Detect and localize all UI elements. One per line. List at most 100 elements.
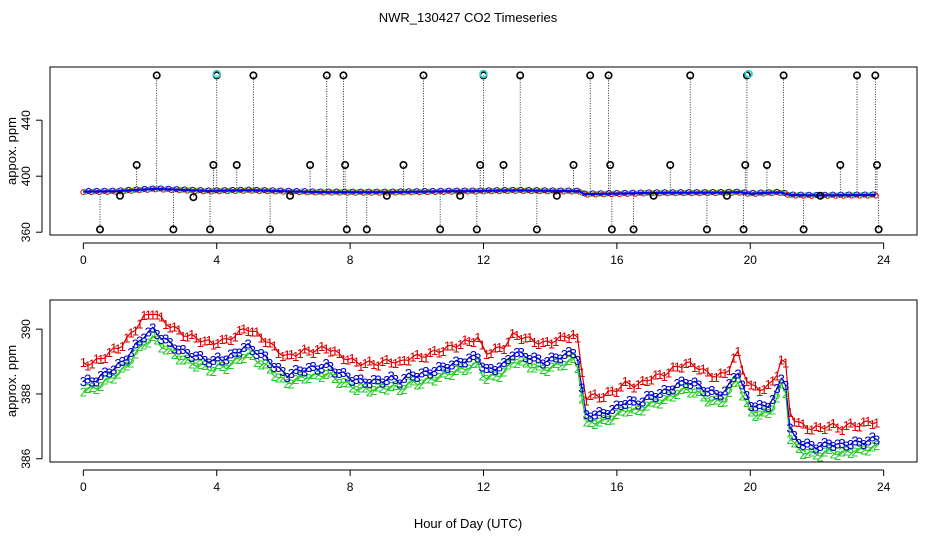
series-3-point: 3: [721, 384, 728, 399]
series-2-point: 2: [574, 361, 581, 376]
series-2-point: 2: [817, 449, 824, 464]
spike-point: [232, 161, 241, 170]
series-1-point: 1: [713, 370, 720, 385]
series-2-point: 2: [457, 360, 464, 375]
series-3-point: 3: [483, 361, 490, 376]
series-2-point: 2: [812, 447, 819, 462]
series-3-point: 3: [249, 343, 256, 358]
series-2-point: 2: [327, 366, 334, 381]
spike-point: [816, 191, 825, 200]
series-3-point: 3: [479, 359, 486, 374]
series-3-point: 3: [440, 359, 447, 374]
series-2-point: 2: [440, 366, 447, 381]
series-3-point: 3: [622, 397, 629, 412]
series-1-point: 1: [596, 391, 603, 406]
series-1-point: 1: [487, 346, 494, 361]
series-3-point: 3: [444, 361, 451, 376]
series-3-point: 3: [656, 386, 663, 401]
series-3-point: 3: [396, 376, 403, 391]
series-2-point: 2: [136, 339, 143, 354]
spike-point: [436, 225, 445, 234]
series-3-point: 3: [127, 345, 134, 360]
series-2-point: 2: [249, 348, 256, 363]
series-1-point: 1: [97, 352, 104, 367]
series-1-point: 1: [422, 350, 429, 365]
series-3-point: 3: [353, 372, 360, 387]
series-1-point: 1: [401, 353, 408, 368]
series-3-point: 3: [344, 370, 351, 385]
series-1-point: 1: [665, 365, 672, 380]
series-3-point: 3: [804, 435, 811, 450]
series-3-point: 3: [348, 374, 355, 389]
series-2-point: 2: [80, 385, 87, 400]
series-2-point: 2: [661, 392, 668, 407]
series-2-point: 2: [570, 351, 577, 366]
series-3-point: 3: [500, 355, 507, 370]
series-1-point: 1: [114, 342, 121, 357]
series-1-point: 1: [149, 307, 156, 322]
series-3-point: 3: [292, 362, 299, 377]
series-1-point: 1: [496, 340, 503, 355]
series-2-point: 2: [218, 359, 225, 374]
series-2-point: 2: [210, 364, 217, 379]
series-2-point: 2: [682, 381, 689, 396]
series-1-point: 1: [188, 327, 195, 342]
series-3-point: 3: [314, 362, 321, 377]
series-1-point: 1: [327, 344, 334, 359]
bottom-y-tick-label: 386: [19, 448, 33, 468]
series-1-point: 1: [240, 322, 247, 337]
spike-point: [569, 161, 578, 170]
series-2-point: 2: [730, 375, 737, 390]
series-2-point: 2: [786, 432, 793, 447]
series-3-point: 3: [812, 441, 819, 456]
spike-point: [132, 161, 141, 170]
series-2-point: 2: [106, 371, 113, 386]
series-3-point: 3: [734, 366, 741, 381]
series-1-point: 1: [851, 419, 858, 434]
series-3-point: 3: [192, 348, 199, 363]
series-2-point: 2: [97, 379, 104, 394]
x-axis-label: Hour of Day (UTC): [414, 516, 522, 531]
series-2-point: 2: [847, 446, 854, 461]
series-3-point: 3: [557, 352, 564, 367]
series-2-point: 2: [834, 448, 841, 463]
series-1-point: 1: [236, 323, 243, 338]
series-1-point: 1: [635, 377, 642, 392]
series-3-point: 3: [609, 402, 616, 417]
series-1-point: 1: [275, 346, 282, 361]
series-3-point: 3: [466, 350, 473, 365]
series-3-point: 3: [149, 320, 156, 335]
series-2-point: 2: [153, 332, 160, 347]
series-1-point: 1: [691, 360, 698, 375]
series-1-point: 1: [717, 365, 724, 380]
series-3-point: 3: [101, 364, 108, 379]
series-1-point: 1: [405, 353, 412, 368]
spike-point: [96, 225, 105, 234]
series-2-point: 2: [487, 367, 494, 382]
series-2-point: 2: [557, 358, 564, 373]
series-1-point: 1: [795, 415, 802, 430]
series-2-point: 2: [227, 357, 234, 372]
series-1-point: 1: [756, 384, 763, 399]
series-3-point: 3: [388, 369, 395, 384]
bottom-x-tick-label: 12: [477, 480, 491, 494]
series-3-point: 3: [808, 438, 815, 453]
series-1-point: 1: [531, 335, 538, 350]
series-3-point: 3: [405, 366, 412, 381]
series-3-point: 3: [769, 392, 776, 407]
series-2-point: 2: [101, 372, 108, 387]
flagged-point: [744, 69, 753, 79]
series-2-point: 2: [873, 438, 880, 453]
series-3-point: 3: [279, 364, 286, 379]
series-2-point: 2: [240, 351, 247, 366]
series-3-point: 3: [509, 349, 516, 364]
series-1-point: 1: [444, 339, 451, 354]
series-3-point: 3: [674, 376, 681, 391]
spike-point: [516, 71, 525, 80]
series-1-point: 1: [578, 365, 585, 380]
flagged-point: [212, 69, 222, 79]
spike-point: [339, 71, 348, 80]
series-2-point: 2: [301, 371, 308, 386]
series-3-point: 3: [548, 349, 555, 364]
